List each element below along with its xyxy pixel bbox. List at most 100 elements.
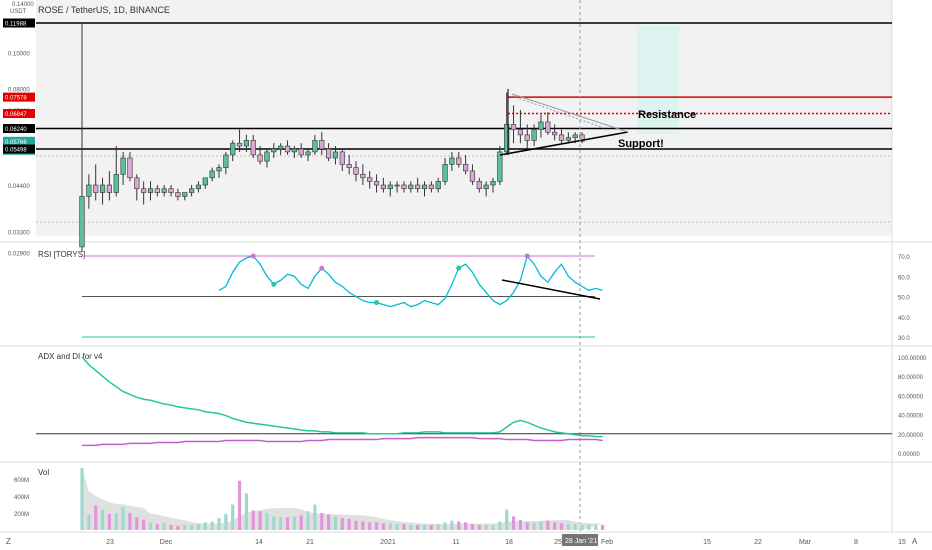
volume-bar [601,524,605,530]
candle-body [353,167,359,175]
candle-body [401,184,407,190]
volume-bar [217,518,221,530]
volume-bar [546,520,550,530]
candle-body [517,129,523,136]
candle-body [120,157,126,175]
time-tick-label: 8 [854,539,858,546]
price-marker [3,124,35,134]
candle-body [524,134,530,141]
volume-bar [285,517,290,530]
auto-scale-left-button[interactable]: Z [6,537,11,546]
volume-bar [299,515,303,530]
candle-body [99,184,106,193]
rsi-pivot-dot [271,281,277,287]
candle-body [332,151,339,159]
volume-bar [429,524,433,530]
time-tick-label: Mar [799,539,812,546]
time-axis[interactable]: 23 Dec 14 21 2021 11 18 25 Feb 15 22 Mar 8 15 [106,539,906,546]
price-tick-label: 0.10000 [8,51,30,57]
candlestick-series [79,22,585,253]
price-tick-label: 0.02900 [8,251,30,257]
price-marker-label: 0.07578 [5,96,27,102]
candle-body [339,151,345,165]
candle-body [250,140,256,156]
volume-bar [258,511,262,530]
candle-body [223,154,229,168]
volume-bar [340,518,344,530]
volume-panel: 600M 400M 200M [14,467,605,530]
candle-body [572,134,578,138]
candle-body [264,151,270,162]
volume-bar [539,521,543,530]
volume-bar [190,524,194,530]
rsi-pivot-dot [456,265,462,271]
rsi-pivot-dot [319,265,325,271]
volume-bar [587,524,591,530]
volume-bar [320,513,324,530]
rsi-trendline[interactable] [501,279,601,300]
support-label: Support! [618,138,664,150]
volume-bar [594,524,598,530]
adx-tick-label: 60.00000 [898,394,924,400]
candle-body [147,188,154,193]
price-axis[interactable]: 0.100000.080000.070000.044000.033000.029… [3,18,35,258]
candle-body [93,184,99,193]
candle-body [469,170,476,182]
volume-bar [210,521,214,530]
volume-bar [142,519,146,530]
adx-title: ADX and DI for v4 [38,352,103,361]
time-tick-label: 11 [452,539,459,546]
current-date-label: 28 Jan '21 [565,538,597,545]
auto-scale-button[interactable]: A [912,537,918,546]
volume-bar [272,516,276,530]
candle-body [86,184,92,197]
candle-body [504,124,510,153]
candle-body [168,188,174,193]
price-marker-label: 0.05766 [5,140,27,146]
volume-bar [388,523,392,530]
price-tick-label: 0.03300 [8,231,30,237]
time-tick-label: 15 [898,539,906,546]
rsi-pivot-dot [374,300,380,306]
candle-body [394,184,400,187]
rsi-tick-label: 70.0 [898,255,910,261]
candle-body [209,170,215,179]
volume-bar [279,517,283,530]
resistance-trendline[interactable] [511,93,629,133]
chart-title: ROSE / TetherUS, 1D, BINANCE [38,5,170,15]
candle-body [182,192,188,197]
volume-bar [333,516,338,530]
candle-body [373,181,380,186]
candle-body [216,167,222,172]
volume-bar [244,493,248,530]
candle-body [428,184,434,190]
candle-body [552,131,558,136]
volume-bar [354,520,358,530]
candle-body [408,184,414,190]
support-trendline[interactable] [499,131,629,156]
volume-bar [292,516,296,530]
candle-body [442,164,448,182]
long-position-box[interactable] [637,26,679,134]
volume-bar [532,523,536,530]
candle-body [497,151,503,182]
volume-bar [121,507,125,530]
candle-body [106,184,112,193]
volume-bar [559,523,564,530]
volume-bar [87,514,91,530]
volume-bar [100,509,105,530]
candle-body [243,140,250,147]
time-tick-label: 18 [505,539,513,546]
price-marker [3,136,35,146]
volume-bar [525,522,529,530]
vol-title: Vol [38,468,49,477]
candle-body [462,164,469,172]
volume-bar [114,513,118,530]
volume-bar [409,524,413,530]
price-tick-label: 0.04400 [8,184,30,190]
volume-bar [107,513,111,530]
volume-bar [450,520,454,530]
volume-bar [169,524,173,530]
time-tick-label: 21 [306,539,314,546]
